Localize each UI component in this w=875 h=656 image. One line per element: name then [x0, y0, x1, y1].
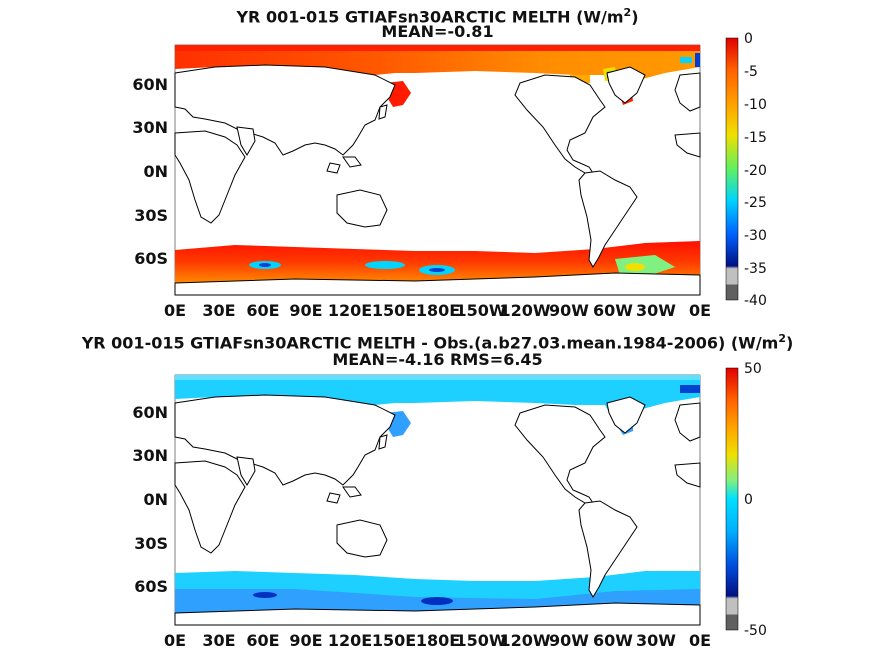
colorbar-tick: -10 [744, 97, 767, 113]
lon-label: 30W [636, 301, 676, 320]
lon-label: 150W [455, 631, 506, 650]
lon-label: 150E [372, 631, 416, 650]
colorbar-tick: 50 [744, 361, 762, 377]
panel2-title-sup: 2 [778, 332, 786, 345]
lon-axis-2: 0E 30E 60E 90E 120E 150E 180E 150W 120W … [164, 631, 711, 650]
panel1-title-sup: 2 [623, 6, 632, 19]
lat-label: 0N [143, 490, 168, 509]
lon-label: 90E [289, 631, 322, 650]
lat-label: 60S [134, 249, 168, 268]
lon-label: 60W [593, 631, 633, 650]
colorbar-tick: -15 [744, 130, 767, 146]
lat-label: 0N [143, 162, 168, 181]
panel2-title: YR 001-015 GTIAFsn30ARCTIC MELTH - Obs.(… [0, 329, 875, 353]
colorbar-tick: -20 [744, 163, 767, 179]
lon-label: 120E [328, 301, 372, 320]
lon-label: 90W [549, 301, 589, 320]
lon-label: 120W [499, 301, 550, 320]
panel1-title-close: ) [631, 7, 639, 27]
lon-label: 0E [689, 301, 711, 320]
colorbar-1: 0 -5 -10 -15 -20 -25 -30 -35 -40 [725, 31, 767, 309]
lat-label: 30S [134, 206, 168, 225]
panel2-title-close: ) [785, 333, 794, 353]
lon-label: 150E [372, 301, 416, 320]
lon-label: 120W [499, 631, 550, 650]
lat-label: 30S [134, 534, 168, 553]
lon-label: 0E [164, 301, 186, 320]
lat-label: 30N [132, 118, 168, 137]
lon-label: 60W [593, 301, 633, 320]
lat-axis-1: 60N 30N 0N 30S 60S [132, 75, 168, 268]
colorbar-tick: -50 [744, 623, 767, 639]
lon-label: 0E [164, 631, 186, 650]
colorbar-tick: 0 [744, 492, 753, 508]
panel2-title-text: YR 001-015 GTIAFsn30ARCTIC MELTH - Obs.(… [81, 333, 779, 353]
lon-label: 180E [416, 631, 460, 650]
lon-label: 150W [455, 301, 506, 320]
colorbar-tick: -35 [744, 261, 767, 277]
lat-label: 60N [132, 75, 168, 94]
lon-label: 90W [549, 631, 589, 650]
map-panel-1 [174, 44, 701, 296]
lon-label: 60E [246, 631, 279, 650]
panel1-title-text: YR 001-015 GTIAFsn30ARCTIC MELTH (W/m [236, 7, 624, 27]
lon-label: 120E [328, 631, 372, 650]
lon-axis-1: 0E 30E 60E 90E 120E 150E 180E 150W 120W … [164, 301, 711, 320]
lon-label: 30E [202, 301, 235, 320]
lat-axis-2: 60N 30N 0N 30S 60S [132, 403, 168, 596]
lat-label: 30N [132, 446, 168, 465]
colorbar-tick: 0 [744, 31, 753, 47]
lon-label: 30E [202, 631, 235, 650]
colorbar-tick: -5 [744, 64, 758, 80]
lon-label: 90E [289, 301, 322, 320]
colorbar-tick: -40 [744, 293, 767, 309]
colorbar-1-ticks: 0 -5 -10 -15 -20 -25 -30 -35 -40 [744, 31, 767, 309]
panel2-subtitle: MEAN=-4.16 RMS=6.45 [332, 350, 543, 369]
lon-label: 30W [636, 631, 676, 650]
colorbar-2: 50 0 -50 [725, 361, 767, 639]
colorbar-tick: -25 [744, 195, 767, 211]
lon-label: 180E [416, 301, 460, 320]
map-panel-2 [174, 374, 701, 626]
lon-label: 60E [246, 301, 279, 320]
panel1-subtitle: MEAN=-0.81 [381, 22, 494, 41]
panel1-title: YR 001-015 GTIAFsn30ARCTIC MELTH (W/m2) [0, 3, 875, 27]
lat-label: 60S [134, 577, 168, 596]
lon-label: 0E [689, 631, 711, 650]
lat-label: 60N [132, 403, 168, 422]
colorbar-tick: -30 [744, 228, 767, 244]
